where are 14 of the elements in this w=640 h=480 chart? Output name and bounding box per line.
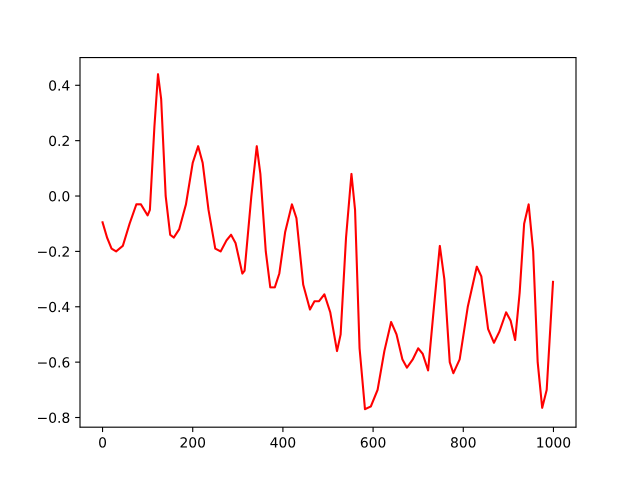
y-tick-label: −0.4	[38, 302, 70, 312]
x-tick-label: 800	[450, 437, 476, 448]
y-tick-label: −0.8	[38, 412, 70, 423]
y-tick-label: −0.6	[38, 357, 70, 368]
y-tick-label: 0.4	[49, 80, 70, 91]
x-tick-label: 1000	[537, 437, 570, 448]
y-tick-label: −0.2	[38, 246, 69, 257]
x-tick-label: 200	[180, 437, 206, 448]
x-tick-label: 0	[99, 437, 106, 448]
line-series	[102, 73, 554, 410]
x-tick-label: 600	[360, 437, 386, 448]
y-tick-label: 0.0	[49, 190, 70, 202]
y-tick-label: 0.2	[49, 136, 69, 146]
x-tick-label: 400	[270, 437, 296, 448]
